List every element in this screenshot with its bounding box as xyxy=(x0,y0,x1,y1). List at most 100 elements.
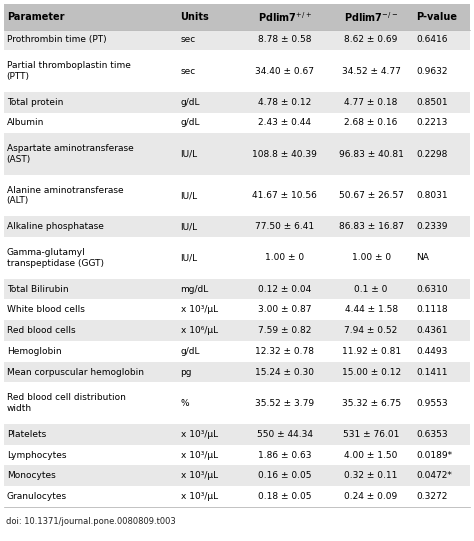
Bar xyxy=(4,382,470,424)
Text: 7.59 ± 0.82: 7.59 ± 0.82 xyxy=(258,326,311,335)
Text: P-value: P-value xyxy=(416,12,457,22)
Bar xyxy=(4,134,470,175)
Text: Pdlim7$^{+/+}$: Pdlim7$^{+/+}$ xyxy=(258,10,312,24)
Text: 0.0189*: 0.0189* xyxy=(416,451,452,459)
Text: 15.24 ± 0.30: 15.24 ± 0.30 xyxy=(255,367,314,377)
Text: Hemoglobin: Hemoglobin xyxy=(7,347,61,356)
Text: 34.52 ± 4.77: 34.52 ± 4.77 xyxy=(342,67,401,76)
Text: 108.8 ± 40.39: 108.8 ± 40.39 xyxy=(252,150,317,159)
Text: 8.62 ± 0.69: 8.62 ± 0.69 xyxy=(345,36,398,44)
Text: Mean corpuscular hemoglobin: Mean corpuscular hemoglobin xyxy=(7,367,144,377)
Text: Units: Units xyxy=(181,12,210,22)
Text: 4.00 ± 1.50: 4.00 ± 1.50 xyxy=(345,451,398,459)
Bar xyxy=(4,4,470,30)
Text: Aspartate aminotransferase
(AST): Aspartate aminotransferase (AST) xyxy=(7,144,133,164)
Text: 34.40 ± 0.67: 34.40 ± 0.67 xyxy=(255,67,314,76)
Bar xyxy=(4,361,470,382)
Text: 7.94 ± 0.52: 7.94 ± 0.52 xyxy=(345,326,398,335)
Text: mg/dL: mg/dL xyxy=(181,285,209,294)
Text: 0.2213: 0.2213 xyxy=(416,118,447,128)
Text: Alkaline phosphatase: Alkaline phosphatase xyxy=(7,222,103,231)
Bar xyxy=(4,50,470,92)
Text: 4.77 ± 0.18: 4.77 ± 0.18 xyxy=(345,98,398,107)
Text: Parameter: Parameter xyxy=(7,12,64,22)
Text: Pdlim7$^{-/-}$: Pdlim7$^{-/-}$ xyxy=(344,10,398,24)
Text: 4.78 ± 0.12: 4.78 ± 0.12 xyxy=(258,98,311,107)
Text: 0.9632: 0.9632 xyxy=(416,67,447,76)
Text: Gamma-glutamyl
transpeptidase (GGT): Gamma-glutamyl transpeptidase (GGT) xyxy=(7,248,104,268)
Bar xyxy=(4,216,470,237)
Text: Partial thromboplastin time
(PTT): Partial thromboplastin time (PTT) xyxy=(7,61,130,81)
Text: NA: NA xyxy=(416,253,429,262)
Text: 0.1118: 0.1118 xyxy=(416,305,448,314)
Text: 0.0472*: 0.0472* xyxy=(416,471,452,480)
Text: 8.78 ± 0.58: 8.78 ± 0.58 xyxy=(258,36,311,44)
Text: x 10³/μL: x 10³/μL xyxy=(181,471,218,480)
Text: Total Bilirubin: Total Bilirubin xyxy=(7,285,68,294)
Text: g/dL: g/dL xyxy=(181,98,200,107)
Bar xyxy=(4,465,470,486)
Text: 0.16 ± 0.05: 0.16 ± 0.05 xyxy=(258,471,311,480)
Text: Albumin: Albumin xyxy=(7,118,44,128)
Text: %: % xyxy=(181,399,189,408)
Text: 1.00 ± 0: 1.00 ± 0 xyxy=(352,253,391,262)
Text: 531 ± 76.01: 531 ± 76.01 xyxy=(343,430,399,439)
Bar xyxy=(4,237,470,279)
Text: sec: sec xyxy=(181,67,196,76)
Text: Prothrombin time (PT): Prothrombin time (PT) xyxy=(7,36,106,44)
Text: 0.24 ± 0.09: 0.24 ± 0.09 xyxy=(345,492,398,501)
Text: g/dL: g/dL xyxy=(181,347,200,356)
Text: 50.67 ± 26.57: 50.67 ± 26.57 xyxy=(338,191,403,200)
Text: 0.8031: 0.8031 xyxy=(416,191,448,200)
Text: 1.00 ± 0: 1.00 ± 0 xyxy=(265,253,304,262)
Text: 2.68 ± 0.16: 2.68 ± 0.16 xyxy=(345,118,398,128)
Text: x 10³/μL: x 10³/μL xyxy=(181,451,218,459)
Text: x 10³/μL: x 10³/μL xyxy=(181,305,218,314)
Text: 35.32 ± 6.75: 35.32 ± 6.75 xyxy=(342,399,401,408)
Text: 4.44 ± 1.58: 4.44 ± 1.58 xyxy=(345,305,398,314)
Bar xyxy=(4,341,470,361)
Text: Alanine aminotransferase
(ALT): Alanine aminotransferase (ALT) xyxy=(7,186,123,206)
Text: 0.18 ± 0.05: 0.18 ± 0.05 xyxy=(258,492,311,501)
Bar xyxy=(4,445,470,465)
Text: 1.86 ± 0.63: 1.86 ± 0.63 xyxy=(258,451,311,459)
Text: Platelets: Platelets xyxy=(7,430,46,439)
Text: IU/L: IU/L xyxy=(181,150,198,159)
Bar xyxy=(4,279,470,299)
Text: Granulocytes: Granulocytes xyxy=(7,492,67,501)
Text: g/dL: g/dL xyxy=(181,118,200,128)
Bar xyxy=(4,30,470,50)
Bar xyxy=(4,113,470,134)
Text: Lymphocytes: Lymphocytes xyxy=(7,451,66,459)
Text: 0.3272: 0.3272 xyxy=(416,492,447,501)
Text: 35.52 ± 3.79: 35.52 ± 3.79 xyxy=(255,399,314,408)
Text: Red blood cell distribution
width: Red blood cell distribution width xyxy=(7,393,126,413)
Text: IU/L: IU/L xyxy=(181,253,198,262)
Text: 86.83 ± 16.87: 86.83 ± 16.87 xyxy=(338,222,403,231)
Text: doi: 10.1371/journal.pone.0080809.t003: doi: 10.1371/journal.pone.0080809.t003 xyxy=(6,517,175,526)
Text: sec: sec xyxy=(181,36,196,44)
Text: x 10³/μL: x 10³/μL xyxy=(181,492,218,501)
Text: 0.4493: 0.4493 xyxy=(416,347,447,356)
Text: 41.67 ± 10.56: 41.67 ± 10.56 xyxy=(252,191,317,200)
Text: 0.6310: 0.6310 xyxy=(416,285,448,294)
Text: 0.8501: 0.8501 xyxy=(416,98,448,107)
Text: IU/L: IU/L xyxy=(181,222,198,231)
Text: 0.1 ± 0: 0.1 ± 0 xyxy=(355,285,388,294)
Bar xyxy=(4,299,470,320)
Bar xyxy=(4,486,470,507)
Text: 96.83 ± 40.81: 96.83 ± 40.81 xyxy=(338,150,403,159)
Bar xyxy=(4,424,470,445)
Text: IU/L: IU/L xyxy=(181,191,198,200)
Text: 0.2298: 0.2298 xyxy=(416,150,447,159)
Text: 11.92 ± 0.81: 11.92 ± 0.81 xyxy=(342,347,401,356)
Text: 0.9553: 0.9553 xyxy=(416,399,448,408)
Text: 550 ± 44.34: 550 ± 44.34 xyxy=(257,430,313,439)
Text: White blood cells: White blood cells xyxy=(7,305,84,314)
Text: Red blood cells: Red blood cells xyxy=(7,326,75,335)
Text: 77.50 ± 6.41: 77.50 ± 6.41 xyxy=(255,222,314,231)
Text: 0.32 ± 0.11: 0.32 ± 0.11 xyxy=(345,471,398,480)
Text: pg: pg xyxy=(181,367,192,377)
Text: 0.2339: 0.2339 xyxy=(416,222,447,231)
Text: 0.6353: 0.6353 xyxy=(416,430,448,439)
